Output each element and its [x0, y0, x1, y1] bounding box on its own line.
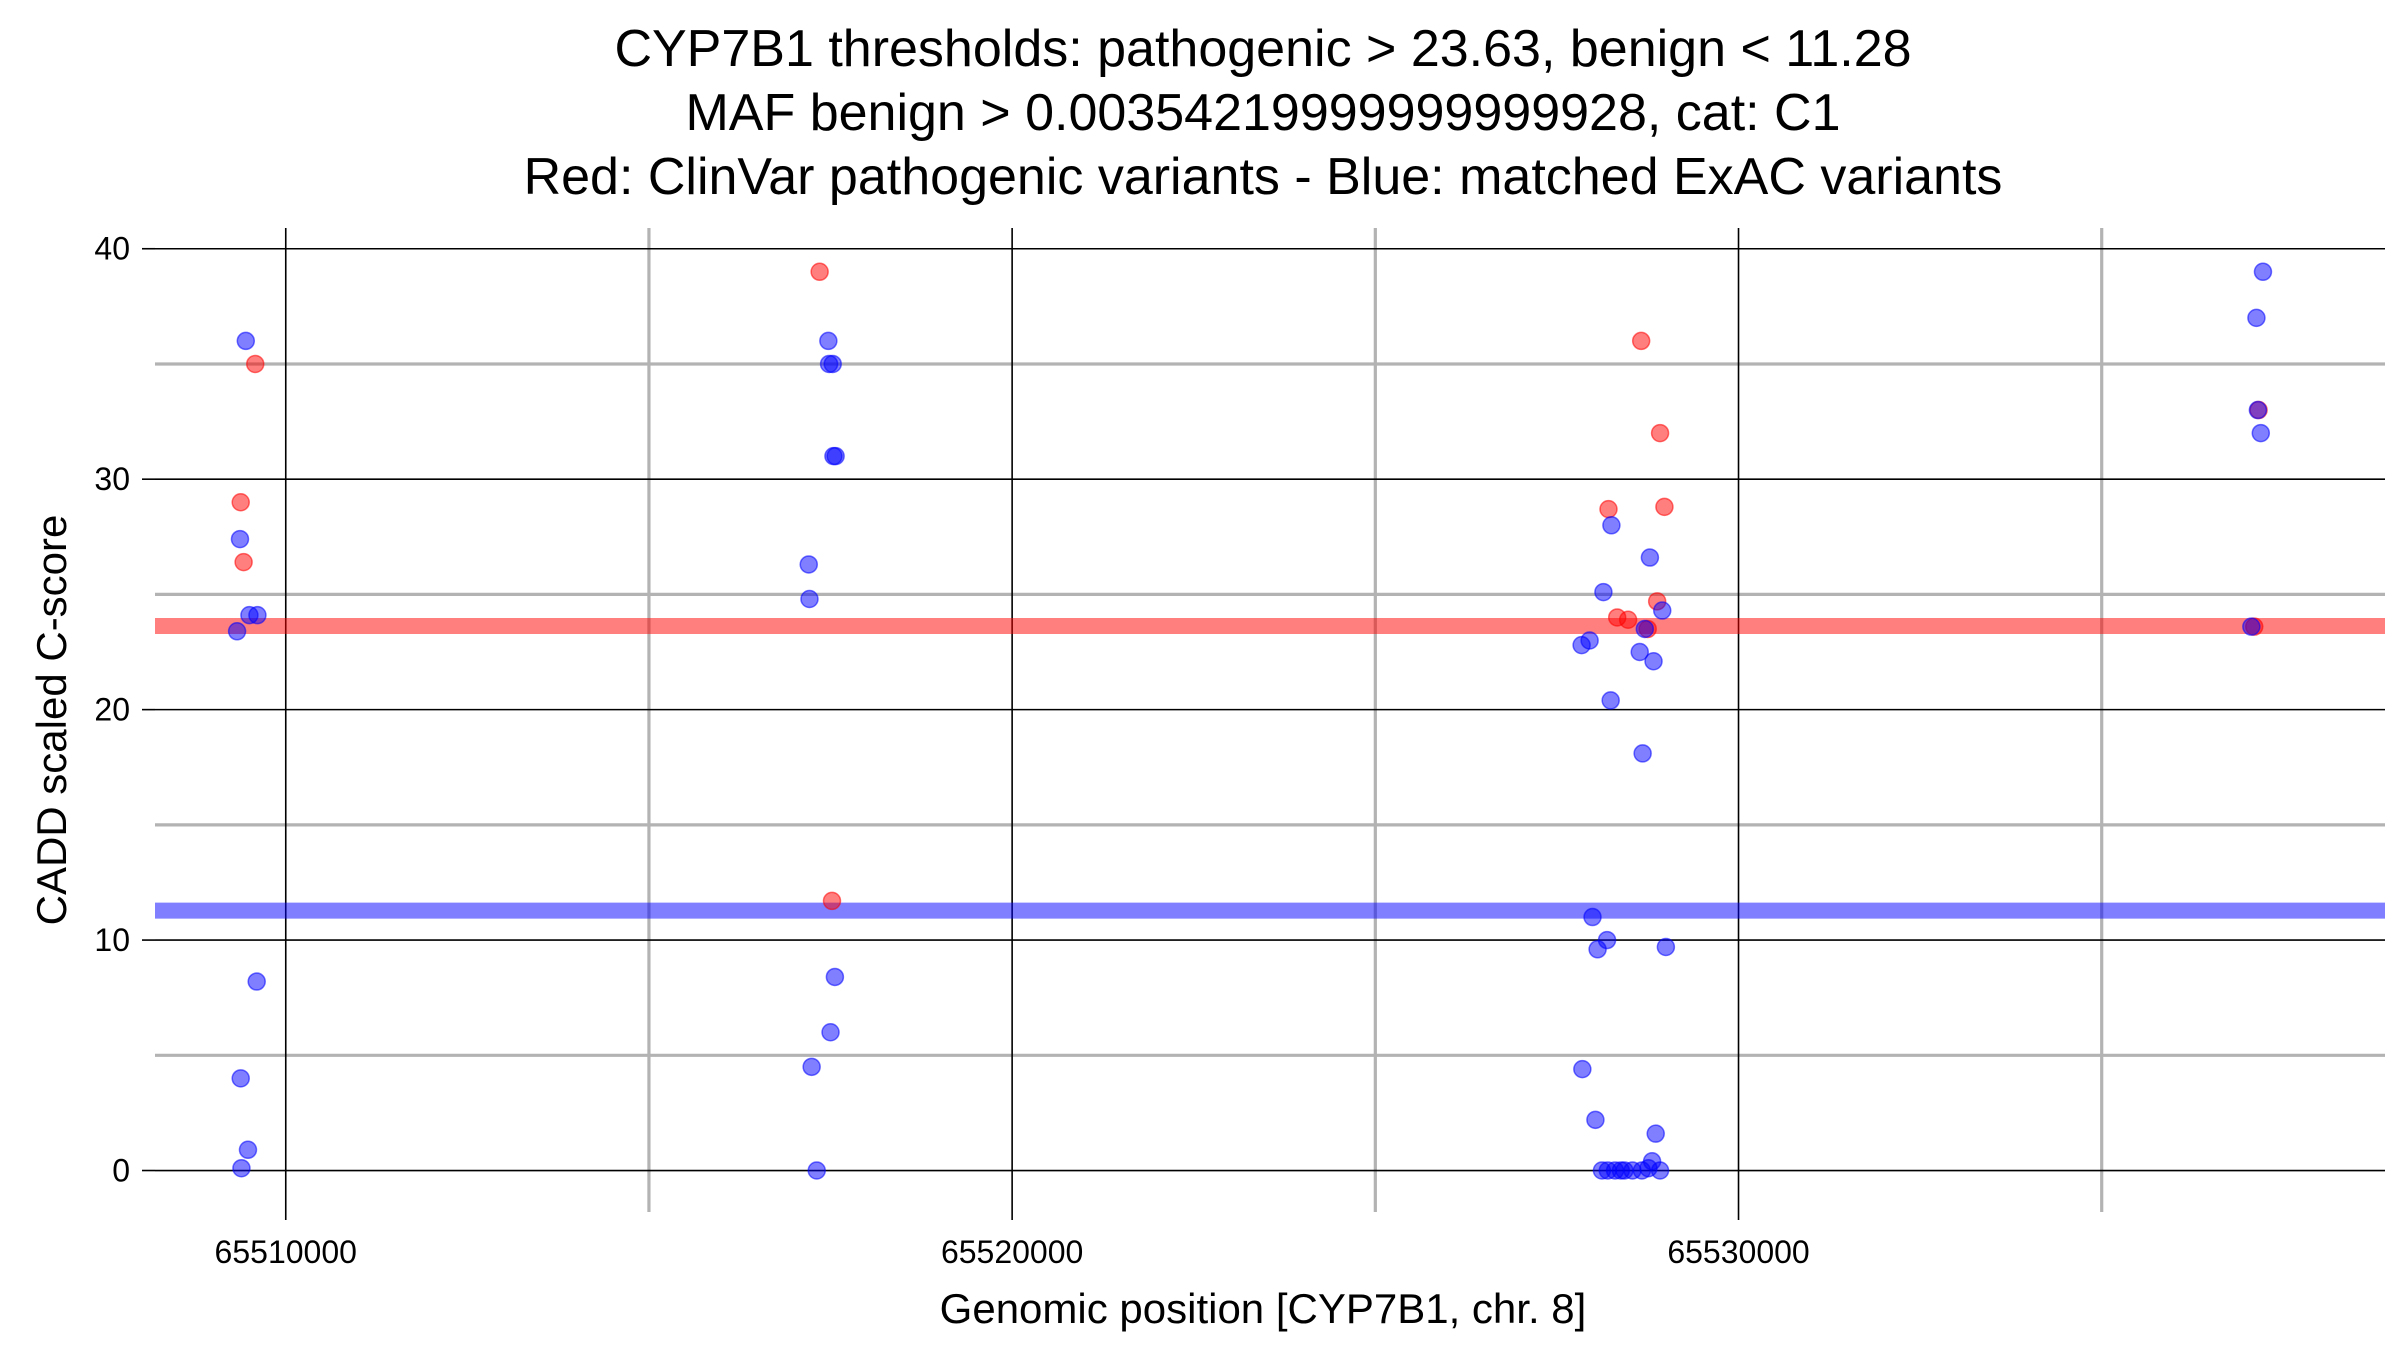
y-tick-label: 40: [94, 231, 130, 267]
exac-point: [1644, 651, 1663, 671]
exac-point: [1646, 1124, 1665, 1143]
title-line-3: Red: ClinVar pathogenic variants - Blue:…: [524, 148, 2003, 206]
y-tick-label: 10: [94, 922, 130, 958]
x-axis-title: Genomic position [CYP7B1, chr. 8]: [940, 1285, 1587, 1332]
y-tick-label: 0: [112, 1153, 130, 1189]
x-tick-label: 65520000: [941, 1234, 1083, 1270]
clinvar-point: [1655, 497, 1674, 517]
exac-point: [800, 589, 819, 609]
exac-point: [231, 1069, 250, 1088]
clinvar-point: [234, 552, 253, 572]
exac-point: [826, 446, 845, 466]
exac-point: [1640, 548, 1660, 567]
minor-gridlines: [155, 228, 2385, 1212]
chart-title: CYP7B1 thresholds: pathogenic > 23.63, b…: [524, 20, 2003, 206]
exac-point: [1630, 642, 1649, 662]
exac-point: [1573, 1059, 1592, 1079]
exac-point: [802, 1057, 821, 1077]
exac-point: [1652, 601, 1672, 620]
exac-point: [1656, 937, 1676, 957]
title-line-1: CYP7B1 thresholds: pathogenic > 23.63, b…: [614, 20, 1911, 78]
clinvar-point: [1599, 499, 1618, 519]
exac-point: [2251, 423, 2271, 443]
exac-point: [2248, 400, 2268, 420]
y-tick-label: 20: [94, 692, 130, 728]
exac-point: [1602, 516, 1621, 535]
clinvar-point: [1650, 423, 1670, 443]
exac-point: [821, 1023, 840, 1042]
clinvar-point: [1618, 610, 1638, 630]
axis-ticks: 65510000 65520000 65530000 0 10 20 30 40: [94, 231, 1809, 1270]
exac-point: [1583, 907, 1602, 927]
exac-point: [2242, 617, 2261, 636]
exac-point: [2247, 308, 2266, 328]
exac-point: [1650, 1161, 1670, 1180]
clinvar-point: [231, 492, 250, 512]
exac-point: [1601, 691, 1620, 710]
exac-point: [807, 1161, 826, 1180]
clinvar-point: [822, 891, 842, 911]
major-gridlines: [155, 228, 2385, 1212]
exac-point: [1580, 631, 1599, 650]
clinvar-point: [1631, 331, 1651, 351]
exac-point: [247, 972, 266, 991]
x-tick-label: 65510000: [215, 1234, 357, 1270]
exac-point: [230, 529, 250, 549]
exac-point: [2253, 262, 2273, 282]
exac-point: [825, 967, 845, 987]
exac-point: [1597, 930, 1617, 950]
x-tick-label: 65530000: [1667, 1234, 1809, 1270]
y-axis-title: CADD scaled C-score: [28, 515, 75, 926]
clinvar-point: [245, 354, 265, 374]
exac-point: [232, 1158, 251, 1178]
exac-point: [1586, 1110, 1605, 1130]
y-tick-label: 30: [94, 461, 130, 497]
exac-point: [236, 331, 256, 351]
clinvar-point: [810, 262, 829, 282]
exac-point: [1633, 744, 1652, 763]
threshold-lines: [155, 617, 2385, 919]
exac-point: [799, 555, 818, 574]
exac-point: [1594, 582, 1613, 602]
exac-point: [819, 331, 838, 351]
exac-point: [227, 622, 247, 641]
data-points: [227, 262, 2273, 1180]
exac-point: [1635, 619, 1655, 639]
exac-point: [248, 605, 267, 625]
exac-point: [823, 354, 842, 374]
title-line-2: MAF benign > 0.00354219999999999928, cat…: [685, 84, 1840, 142]
exac-point: [238, 1140, 258, 1160]
